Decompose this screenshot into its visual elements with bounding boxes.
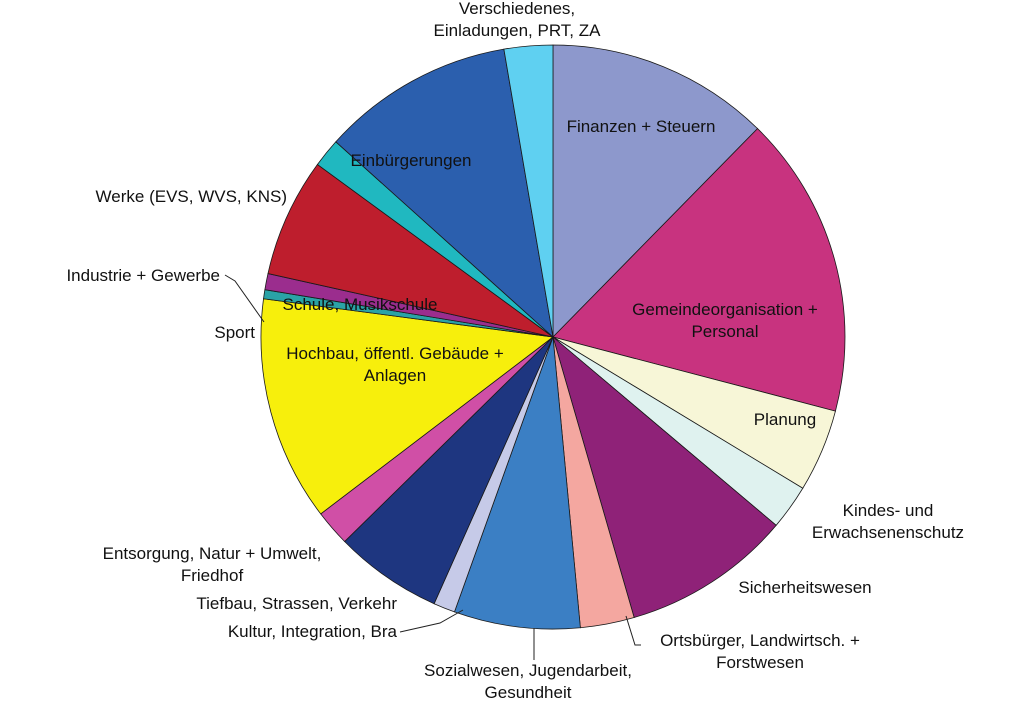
pie-slice-gemeindeorganisation-personal (552, 128, 846, 412)
slice-label-gemeindeorganisation-personal: Gemeindeorganisation + Personal (632, 300, 818, 341)
pie-slice-verschiedenes-einladungen-prt-za (503, 44, 554, 338)
slice-label-industrie-gewerbe: Industrie + Gewerbe (66, 266, 220, 285)
pie-slice-sicherheitswesen (552, 335, 777, 618)
pie-slice-schule-musikschule (267, 163, 554, 338)
slice-label-sport: Sport (214, 323, 255, 342)
pie-slice-sozialwesen-jugendarbeit-gesundheit (453, 336, 581, 630)
slice-label-ortsbuerger-landwirtsch-forstwesen: Ortsbürger, Landwirtsch. + Forstwesen (660, 631, 860, 672)
slice-label-hochbau-oeffentl-gebaeude-anlagen: Hochbau, öffentl. Gebäude + Anlagen (286, 344, 504, 385)
slice-label-schule-musikschule: Schule, Musikschule (283, 295, 438, 314)
slice-label-verschiedenes-einladungen-prt-za: Verschiedenes, Einladungen, PRT, ZA (434, 0, 602, 40)
slice-label-kindes-und-erwachsenenschutz: Kindes- und Erwachsenenschutz (812, 501, 964, 542)
slice-label-werke-evs-wvs-kns: Werke (EVS, WVS, KNS) (96, 187, 287, 206)
slice-label-kultur-integration-bra: Kultur, Integration, Bra (228, 622, 398, 641)
slice-label-finanzen-steuern: Finanzen + Steuern (567, 117, 716, 136)
pie-slice-finanzen-steuern (552, 44, 759, 338)
slice-label-tiefbau-strassen-verkehr: Tiefbau, Strassen, Verkehr (196, 594, 397, 613)
slices-layer (260, 44, 846, 630)
pie-slice-einbuergerungen (335, 48, 554, 339)
slice-label-planung: Planung (754, 410, 816, 429)
leader-line-kultur-integration-bra (399, 609, 464, 633)
labels-layer: Finanzen + Steuern Gemeindeorganisation +… (66, 0, 964, 702)
slice-label-sozialwesen-jugendarbeit-gesundheit: Sozialwesen, Jugendarbeit, Gesundheit (424, 661, 632, 702)
slice-label-entsorgung-natur-umwelt-friedhof: Entsorgung, Natur + Umwelt, Friedhof (103, 544, 322, 585)
slice-label-sicherheitswesen: Sicherheitswesen (738, 578, 871, 597)
leader-line-industrie-gewerbe (224, 274, 265, 323)
slice-label-einbuergerungen: Einbürgerungen (351, 151, 472, 170)
leader-lines-layer (224, 274, 641, 660)
leader-line-ortsbuerger-landwirtsch-forstwesen (625, 615, 641, 646)
